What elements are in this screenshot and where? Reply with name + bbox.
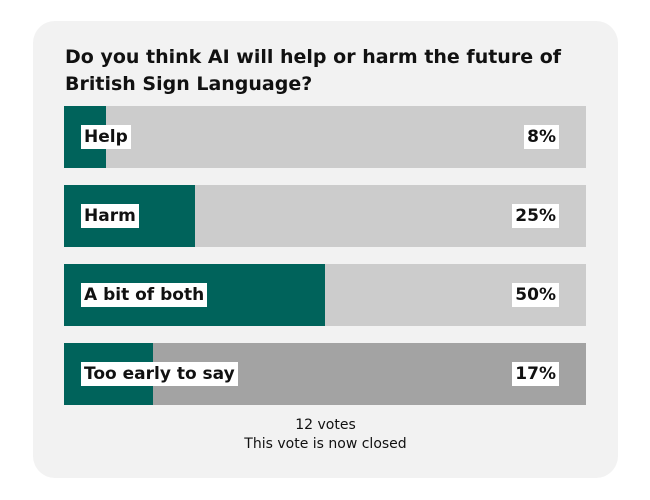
- poll-option-label: A bit of both: [81, 283, 208, 307]
- poll-option-label: Help: [81, 125, 131, 149]
- poll-option-too-early-to-say[interactable]: Too early to say 17%: [64, 343, 586, 405]
- poll-option-a-bit-of-both[interactable]: A bit of both 50%: [64, 264, 586, 326]
- poll-option-help[interactable]: Help 8%: [64, 106, 586, 168]
- poll-options: Help 8% Harm 25% A bit of both 50% Too e…: [64, 106, 586, 422]
- poll-option-label: Too early to say: [81, 362, 238, 386]
- poll-option-percent: 25%: [512, 204, 559, 228]
- poll-option-label: Harm: [81, 204, 139, 228]
- poll-question: Do you think AI will help or harm the fu…: [65, 46, 562, 95]
- poll-status: This vote is now closed: [244, 436, 407, 452]
- poll-card: Do you think AI will help or harm the fu…: [33, 21, 618, 478]
- poll-option-harm[interactable]: Harm 25%: [64, 185, 586, 247]
- vote-count: 12 votes: [295, 417, 356, 433]
- poll-option-percent: 8%: [524, 125, 559, 149]
- poll-option-percent: 17%: [512, 362, 559, 386]
- poll-option-percent: 50%: [512, 283, 559, 307]
